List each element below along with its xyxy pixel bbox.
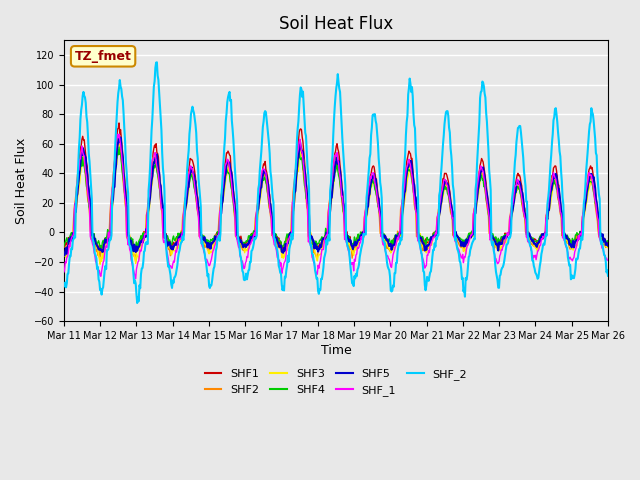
Y-axis label: Soil Heat Flux: Soil Heat Flux [15, 138, 28, 224]
Legend: SHF1, SHF2, SHF3, SHF4, SHF5, SHF_1, SHF_2: SHF1, SHF2, SHF3, SHF4, SHF5, SHF_1, SHF… [200, 365, 472, 400]
Text: TZ_fmet: TZ_fmet [75, 50, 132, 63]
X-axis label: Time: Time [321, 344, 351, 357]
Title: Soil Heat Flux: Soil Heat Flux [279, 15, 393, 33]
